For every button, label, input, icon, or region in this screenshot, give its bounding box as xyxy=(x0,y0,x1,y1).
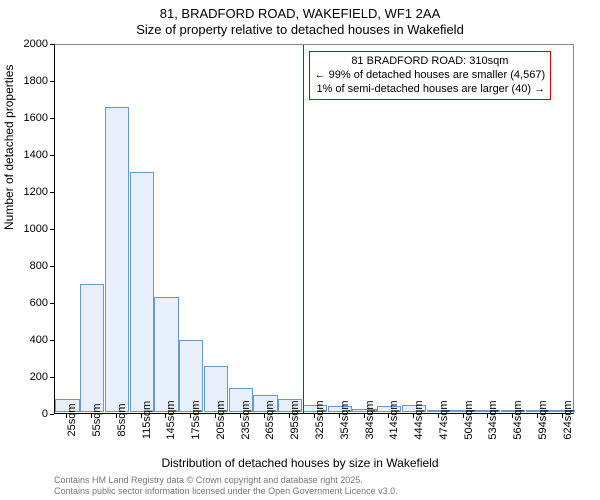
y-tick-mark xyxy=(50,266,54,267)
x-tick-mark xyxy=(512,414,513,418)
x-tick-label: 175sqm xyxy=(190,400,202,439)
x-tick-label: 25sqm xyxy=(66,403,78,436)
x-tick-mark xyxy=(438,414,439,418)
x-tick-mark xyxy=(240,414,241,418)
y-tick-mark xyxy=(50,414,54,415)
y-tick-mark xyxy=(50,81,54,82)
y-tick-mark xyxy=(50,192,54,193)
page-title: 81, BRADFORD ROAD, WAKEFIELD, WF1 2AA xyxy=(0,6,600,21)
x-tick-mark xyxy=(339,414,340,418)
y-tick-mark xyxy=(50,377,54,378)
x-tick-label: 354sqm xyxy=(339,400,351,439)
x-tick-mark xyxy=(463,414,464,418)
x-tick-label: 594sqm xyxy=(537,400,549,439)
x-tick-label: 205sqm xyxy=(215,400,227,439)
histogram-bar xyxy=(80,284,104,412)
y-tick-label: 0 xyxy=(8,408,48,420)
x-tick-label: 265sqm xyxy=(264,400,276,439)
x-tick-label: 474sqm xyxy=(438,400,450,439)
x-tick-mark xyxy=(215,414,216,418)
histogram-chart: 81 BRADFORD ROAD: 310sqm← 99% of detache… xyxy=(54,44,574,414)
x-tick-label: 564sqm xyxy=(512,400,524,439)
y-tick-mark xyxy=(50,155,54,156)
y-tick-label: 2000 xyxy=(8,38,48,50)
x-tick-label: 504sqm xyxy=(463,400,475,439)
x-tick-mark xyxy=(66,414,67,418)
x-axis-label: Distribution of detached houses by size … xyxy=(0,456,600,470)
y-tick-label: 400 xyxy=(8,334,48,346)
y-tick-mark xyxy=(50,118,54,119)
page-subtitle: Size of property relative to detached ho… xyxy=(0,22,600,37)
x-tick-label: 235sqm xyxy=(240,400,252,439)
x-tick-label: 444sqm xyxy=(413,400,425,439)
x-tick-label: 414sqm xyxy=(388,400,400,439)
x-tick-label: 55sqm xyxy=(91,403,103,436)
annotation-line-2: ← 99% of detached houses are smaller (4,… xyxy=(315,69,546,83)
x-tick-mark xyxy=(413,414,414,418)
y-tick-mark xyxy=(50,229,54,230)
y-tick-mark xyxy=(50,340,54,341)
x-tick-mark xyxy=(562,414,563,418)
annotation-line-3: 1% of semi-detached houses are larger (4… xyxy=(315,83,546,97)
y-tick-label: 1600 xyxy=(8,112,48,124)
x-tick-mark xyxy=(190,414,191,418)
x-tick-mark xyxy=(314,414,315,418)
y-tick-label: 1000 xyxy=(8,223,48,235)
annotation-box: 81 BRADFORD ROAD: 310sqm← 99% of detache… xyxy=(309,51,552,100)
x-tick-mark xyxy=(364,414,365,418)
y-tick-label: 1400 xyxy=(8,149,48,161)
y-tick-label: 1200 xyxy=(8,186,48,198)
histogram-bar xyxy=(105,107,129,412)
x-tick-mark xyxy=(116,414,117,418)
y-tick-label: 600 xyxy=(8,297,48,309)
x-tick-mark xyxy=(165,414,166,418)
x-tick-mark xyxy=(264,414,265,418)
x-tick-label: 384sqm xyxy=(364,400,376,439)
plot-area: 81 BRADFORD ROAD: 310sqm← 99% of detache… xyxy=(54,44,574,414)
x-tick-mark xyxy=(487,414,488,418)
x-tick-label: 115sqm xyxy=(141,401,153,439)
y-tick-label: 1800 xyxy=(8,75,48,87)
footer-attribution: Contains HM Land Registry data © Crown c… xyxy=(54,475,398,497)
y-tick-mark xyxy=(50,303,54,304)
y-tick-label: 800 xyxy=(8,260,48,272)
histogram-bar xyxy=(130,172,154,413)
x-tick-mark xyxy=(91,414,92,418)
x-tick-mark xyxy=(289,414,290,418)
x-tick-label: 534sqm xyxy=(487,400,499,439)
y-axis-label: Number of detached properties xyxy=(2,65,16,230)
x-tick-label: 295sqm xyxy=(289,400,301,439)
x-tick-mark xyxy=(388,414,389,418)
x-tick-label: 624sqm xyxy=(562,400,574,439)
y-tick-mark xyxy=(50,44,54,45)
x-tick-label: 325sqm xyxy=(314,400,326,439)
footer-line-1: Contains HM Land Registry data © Crown c… xyxy=(54,475,398,486)
annotation-line-1: 81 BRADFORD ROAD: 310sqm xyxy=(315,55,546,69)
x-tick-mark xyxy=(537,414,538,418)
x-tick-label: 85sqm xyxy=(116,403,128,436)
footer-line-2: Contains public sector information licen… xyxy=(54,486,398,497)
histogram-bar xyxy=(154,297,178,412)
y-tick-label: 200 xyxy=(8,371,48,383)
marker-line xyxy=(303,45,304,413)
x-tick-mark xyxy=(141,414,142,418)
x-tick-label: 145sqm xyxy=(165,400,177,439)
